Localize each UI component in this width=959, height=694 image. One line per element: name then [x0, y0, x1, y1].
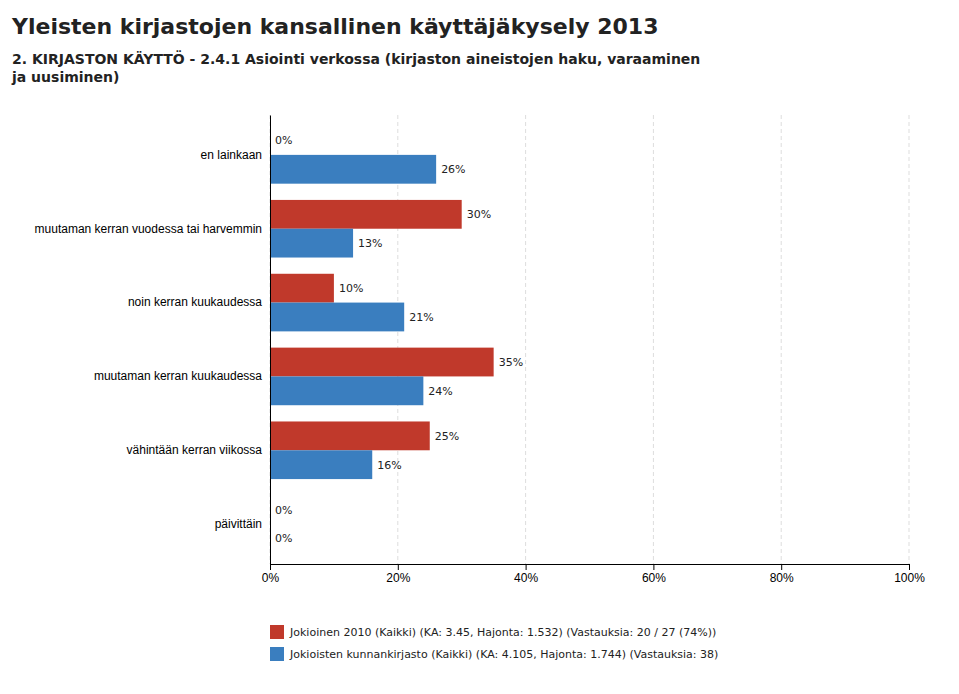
- bar: [270, 421, 430, 450]
- y-tick: en lainkaan: [201, 148, 262, 162]
- bar: [270, 376, 423, 405]
- x-tick: 60%: [642, 564, 666, 585]
- x-tick-label: 80%: [770, 571, 794, 585]
- legend-swatch: [270, 625, 284, 639]
- legend: Jokioinen 2010 (Kaikki) (KA: 3.45, Hajon…: [270, 625, 718, 661]
- legend-swatch: [270, 647, 284, 661]
- y-tick: päivittäin: [215, 517, 262, 531]
- x-tick-mark: [909, 564, 910, 570]
- x-tick-label: 60%: [642, 571, 666, 585]
- data-label: 0%: [275, 504, 292, 517]
- x-axis: 0% 20% 40% 60% 80% 100%: [262, 564, 925, 585]
- grid-line: [781, 115, 782, 564]
- data-label: 30%: [467, 208, 491, 221]
- data-labels: 0% 30% 10% 35% 25% 0% 26% 13% 21% 24% 16% 0%: [275, 134, 523, 545]
- x-tick-mark: [398, 564, 399, 570]
- bar: [270, 303, 404, 332]
- y-tick: muutaman kerran vuodessa tai harvemmin: [35, 222, 262, 236]
- x-tick-mark: [781, 564, 782, 570]
- series-bars: [270, 200, 494, 450]
- y-tick-label: en lainkaan: [201, 148, 262, 162]
- x-tick-label: 100%: [894, 571, 925, 585]
- subtitle-line: ja uusiminen): [11, 69, 119, 85]
- x-tick-mark: [653, 564, 654, 570]
- x-tick-mark: [270, 564, 271, 570]
- y-tick-label: muutaman kerran vuodessa tai harvemmin: [35, 222, 262, 236]
- data-label: 25%: [435, 430, 459, 443]
- bar: [270, 155, 436, 184]
- y-tick-label: noin kerran kuukaudessa: [128, 295, 262, 309]
- x-tick: 80%: [770, 564, 794, 585]
- bar: [270, 229, 353, 258]
- legend-label: Jokioinen 2010 (Kaikki) (KA: 3.45, Hajon…: [289, 626, 716, 639]
- grid-line: [909, 115, 910, 564]
- y-axis-line: [270, 116, 271, 565]
- grid-line: [525, 115, 526, 564]
- y-axis: en lainkaan muutaman kerran vuodessa tai …: [35, 116, 271, 565]
- y-tick: vähintään kerran viikossa: [127, 443, 263, 457]
- data-label: 26%: [441, 163, 465, 176]
- legend-item: Jokioinen 2010 (Kaikki) (KA: 3.45, Hajon…: [270, 625, 716, 639]
- x-tick: 40%: [514, 564, 538, 585]
- plot: 0% 30% 10% 35% 25% 0% 26% 13% 21% 24% 16% 0% 0% 20% 40…: [35, 115, 926, 585]
- bar: [270, 200, 462, 229]
- grid-line: [653, 115, 654, 564]
- bar: [270, 450, 372, 479]
- subtitle-line: 2. KIRJASTON KÄYTTÖ - 2.4.1 Asiointi ver…: [12, 50, 700, 67]
- y-tick: muutaman kerran kuukaudessa: [94, 369, 262, 383]
- x-tick-label: 0%: [262, 571, 280, 585]
- grid-line: [270, 115, 271, 564]
- y-tick-label: päivittäin: [215, 517, 262, 531]
- bar: [270, 348, 494, 377]
- data-label: 0%: [275, 134, 292, 147]
- x-tick: 100%: [894, 564, 925, 585]
- x-tick: 0%: [262, 564, 280, 585]
- data-label: 35%: [499, 356, 523, 369]
- x-tick: 20%: [386, 564, 410, 585]
- subtitle: 2. KIRJASTON KÄYTTÖ - 2.4.1 Asiointi ver…: [11, 50, 700, 85]
- x-tick-mark: [526, 564, 527, 570]
- y-tick: noin kerran kuukaudessa: [128, 295, 262, 309]
- data-label: 10%: [339, 282, 363, 295]
- x-tick-label: 40%: [514, 571, 538, 585]
- x-axis-line: [271, 565, 910, 571]
- legend-item: Jokioisten kunnankirjasto (Kaikki) (KA: …: [270, 647, 718, 661]
- legend-label: Jokioisten kunnankirjasto (Kaikki) (KA: …: [289, 648, 718, 661]
- data-label: 13%: [358, 237, 382, 250]
- y-tick-label: vähintään kerran viikossa: [127, 443, 263, 457]
- x-tick-label: 20%: [386, 571, 410, 585]
- data-label: 21%: [409, 311, 433, 324]
- chart-root: Yleisten kirjastojen kansallinen käyttäj…: [0, 0, 959, 694]
- title: Yleisten kirjastojen kansallinen käyttäj…: [11, 14, 658, 39]
- data-label: 16%: [377, 459, 401, 472]
- bar: [270, 274, 334, 303]
- series-bars: [270, 155, 436, 479]
- data-label: 24%: [428, 385, 452, 398]
- y-tick-label: muutaman kerran kuukaudessa: [94, 369, 262, 383]
- bars: [270, 155, 494, 479]
- grid: [270, 115, 909, 564]
- data-label: 0%: [275, 532, 292, 545]
